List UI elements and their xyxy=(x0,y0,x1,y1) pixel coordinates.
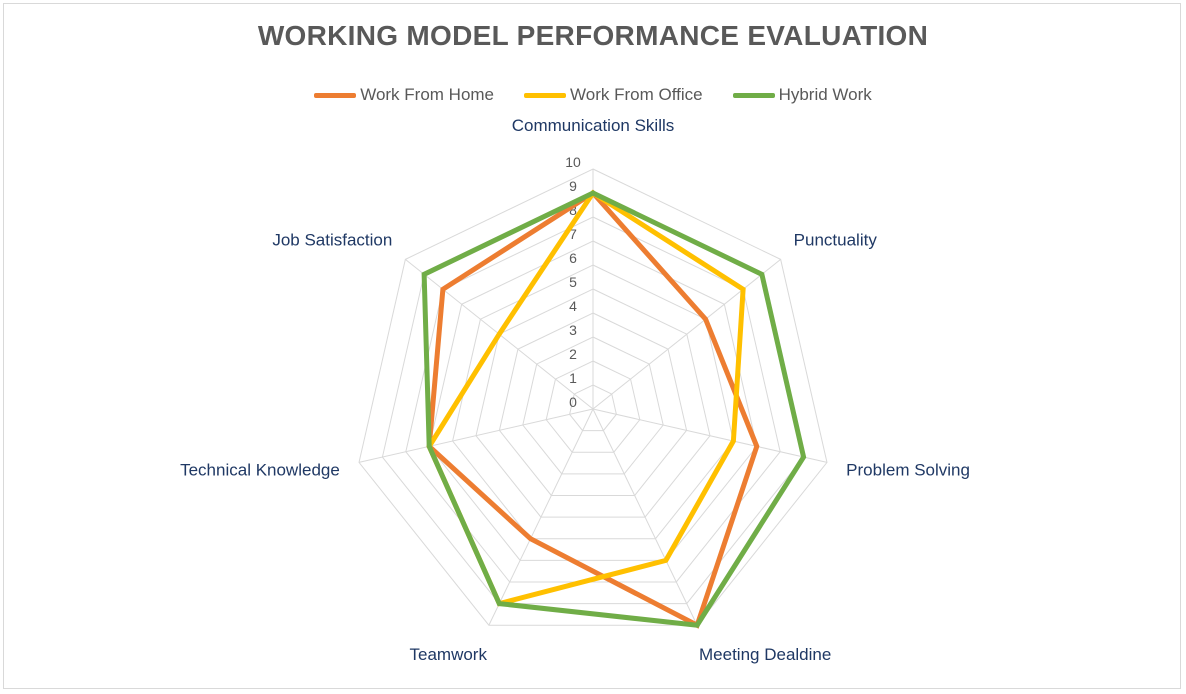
grid-spoke xyxy=(592,408,698,626)
legend-swatch xyxy=(314,92,357,98)
tick-label: 3 xyxy=(569,322,577,338)
chart-frame xyxy=(3,3,1181,689)
tick-label: 5 xyxy=(569,274,577,290)
radial-axis-ticks: 0 1 2 3 4 5 6 7 8 9 10 xyxy=(565,154,581,410)
category-label-communication-skills: Communication Skills xyxy=(512,116,675,135)
grid-spoke xyxy=(358,408,594,463)
legend-item-work-from-home: Work From Home xyxy=(314,85,494,105)
chart-legend: Work From Home Work From Office Hybrid W… xyxy=(0,84,1186,106)
legend-item-work-from-office: Work From Office xyxy=(524,85,703,105)
tick-label: 4 xyxy=(569,298,577,314)
legend-swatch xyxy=(524,92,567,98)
category-label-job-satisfaction: Job Satisfaction xyxy=(272,230,392,249)
category-label-meeting-dealdine: Meeting Dealdine xyxy=(699,645,831,664)
category-label-problem-solving: Problem Solving xyxy=(846,461,970,480)
tick-label: 2 xyxy=(569,346,577,362)
grid-ring xyxy=(569,384,617,432)
category-label-technical-knowledge: Technical Knowledge xyxy=(180,461,340,480)
tick-label: 1 xyxy=(569,370,577,386)
grid-ring xyxy=(498,312,688,496)
legend-label: Work From Home xyxy=(360,85,495,104)
category-labels: Communication Skills Punctuality Problem S… xyxy=(180,116,970,664)
category-label-teamwork: Teamwork xyxy=(410,645,488,664)
legend-swatch xyxy=(732,92,775,98)
legend-label: Hybrid Work xyxy=(778,85,872,104)
grid-ring xyxy=(545,360,641,453)
chart-title: WORKING MODEL PERFORMANCE EVALUATION xyxy=(257,20,929,51)
tick-label: 10 xyxy=(565,154,581,170)
grid-ring xyxy=(405,216,781,583)
series-line-work-from-office xyxy=(426,189,746,607)
grid-ring xyxy=(358,168,828,626)
tick-label: 9 xyxy=(569,178,577,194)
grid-ring xyxy=(475,288,711,518)
tick-label: 6 xyxy=(569,250,577,266)
legend-label: Work From Office xyxy=(570,85,703,104)
grid-ring xyxy=(452,264,734,540)
series-line-work-from-home xyxy=(426,189,760,629)
grid-ring xyxy=(428,240,758,561)
grid-spoke xyxy=(592,258,781,410)
series-line-hybrid-work xyxy=(421,190,807,628)
radar-series xyxy=(421,189,807,629)
grid-ring xyxy=(522,336,664,475)
tick-label: 0 xyxy=(569,394,577,410)
tick-label: 7 xyxy=(569,226,577,242)
category-label-punctuality: Punctuality xyxy=(794,230,878,249)
grid-spoke xyxy=(592,408,828,463)
grid-spoke xyxy=(488,408,594,626)
tick-label: 8 xyxy=(569,202,577,218)
legend-item-hybrid-work: Hybrid Work xyxy=(732,85,872,105)
